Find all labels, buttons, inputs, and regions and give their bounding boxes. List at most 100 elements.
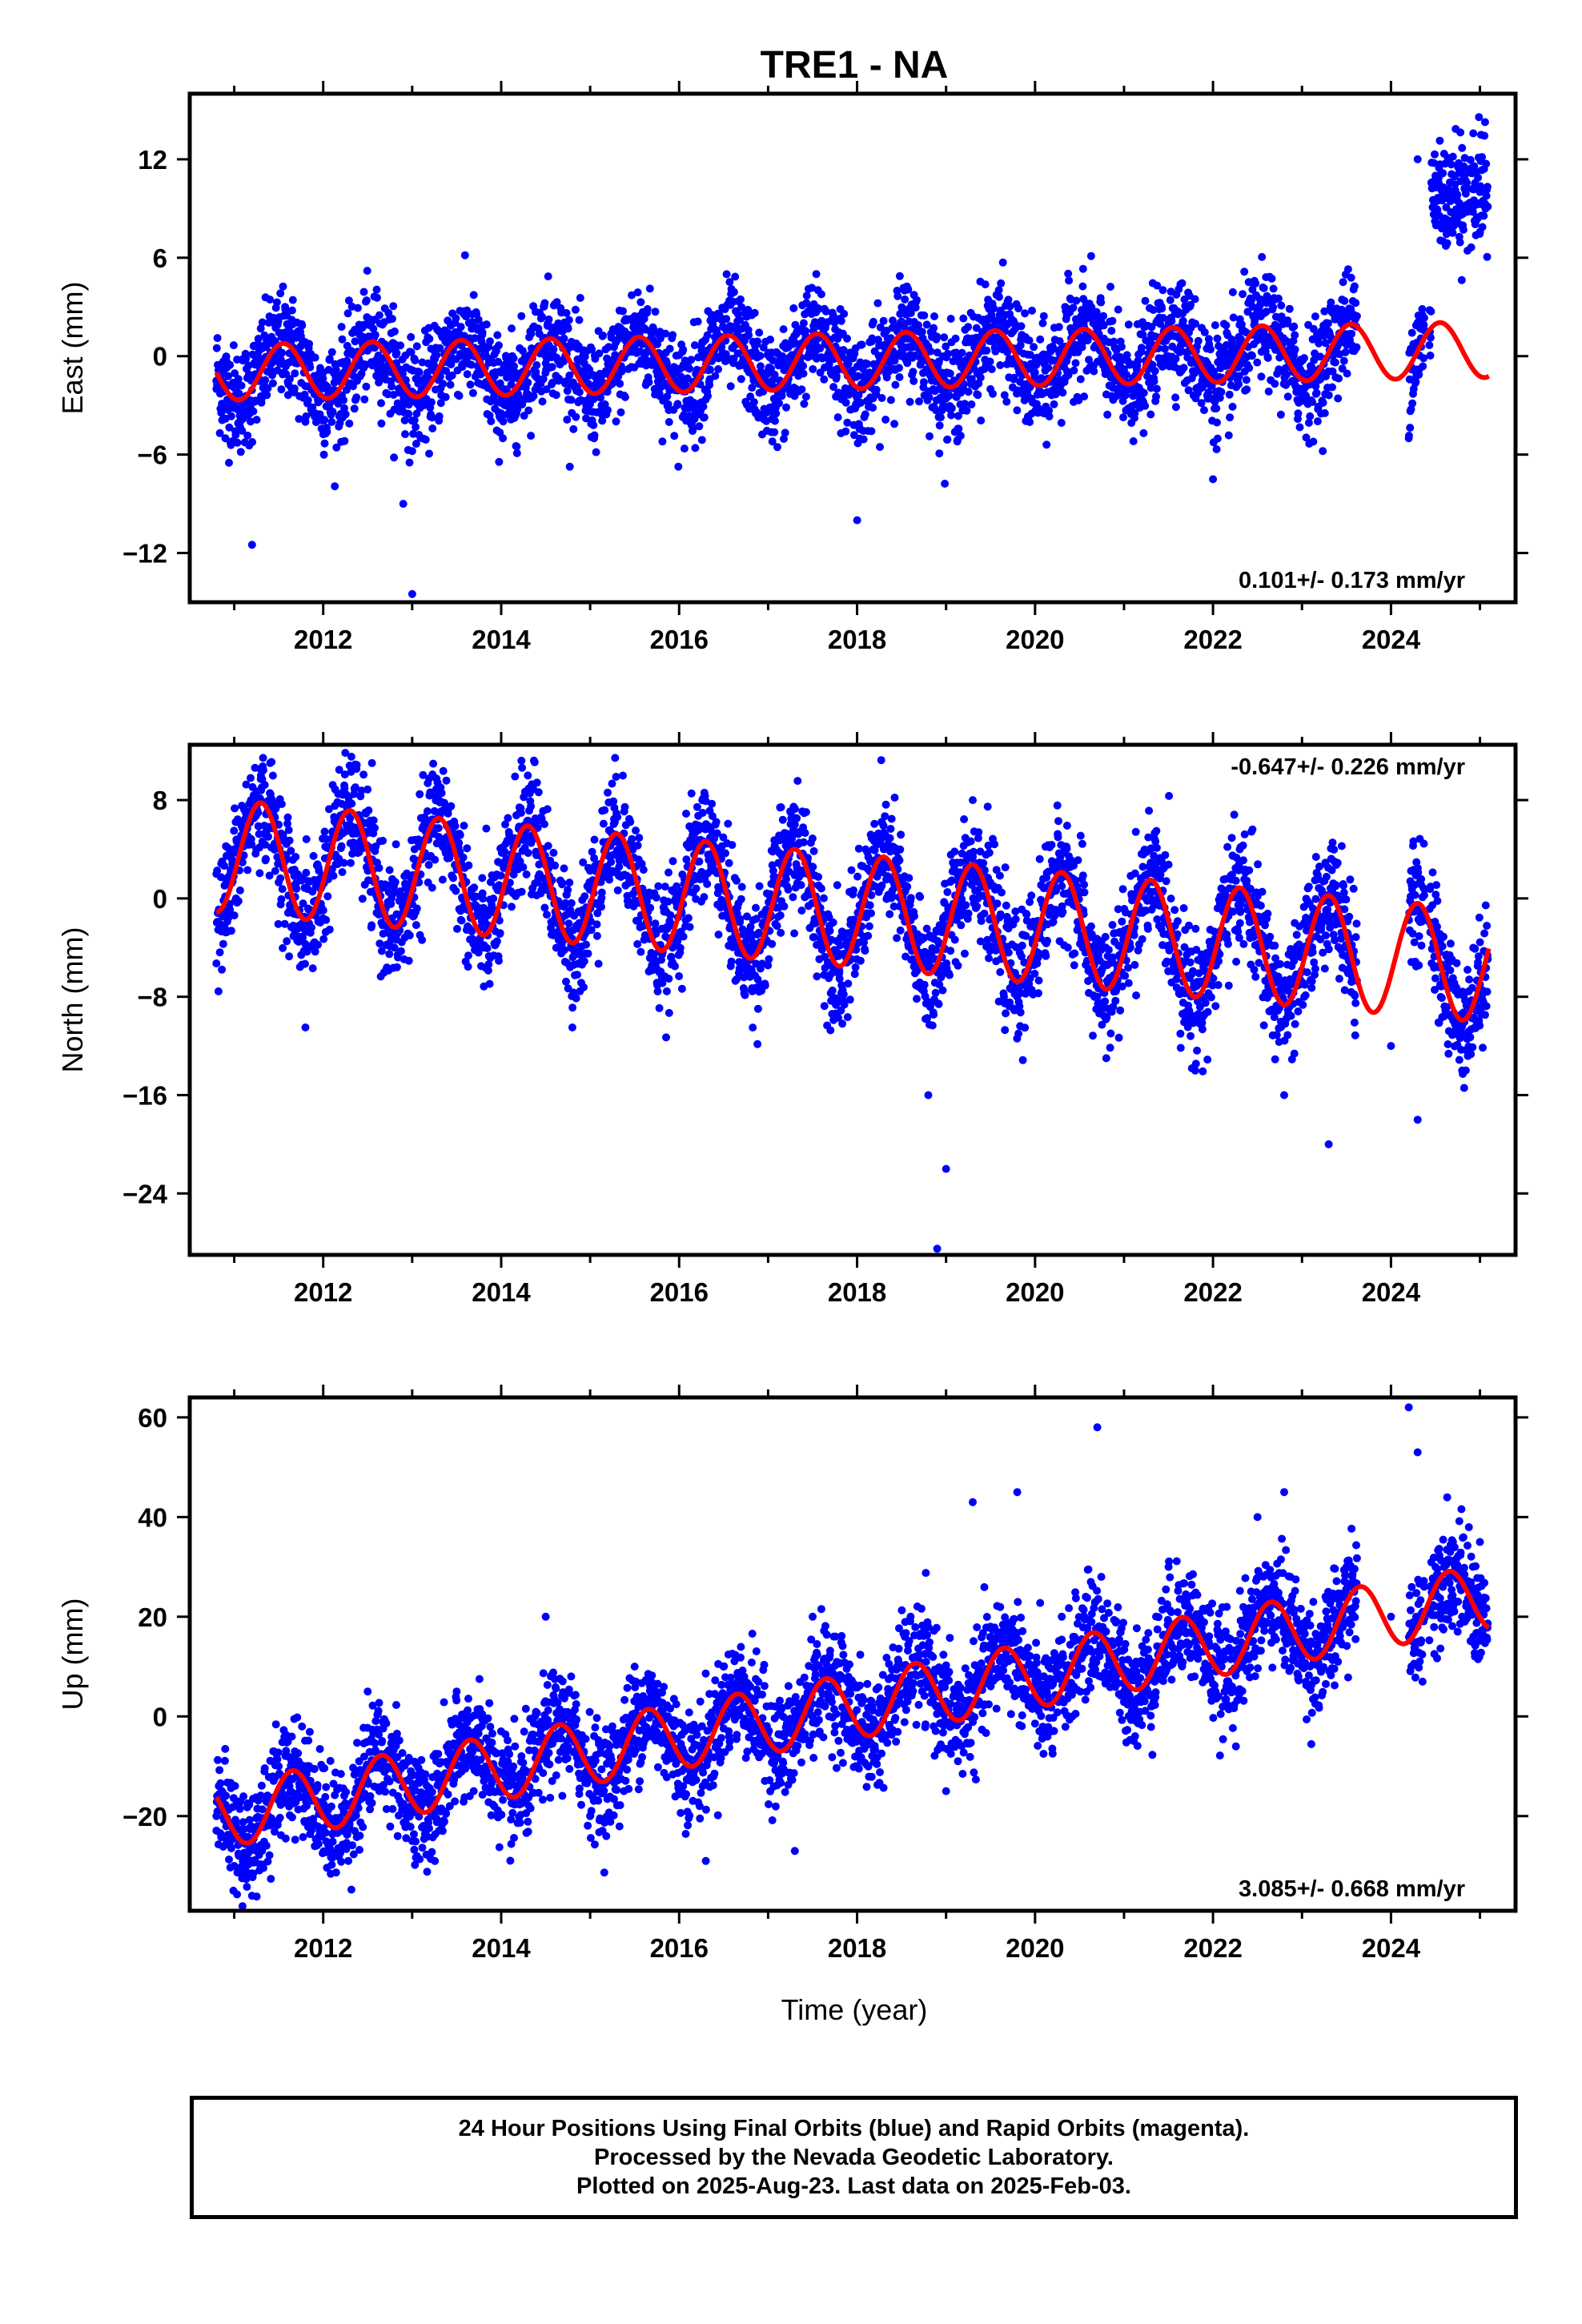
- data-point: [1480, 118, 1489, 127]
- data-point: [1178, 316, 1187, 325]
- data-point: [942, 342, 950, 351]
- data-point: [510, 362, 518, 371]
- data-point: [775, 399, 784, 408]
- data-point: [1087, 303, 1096, 312]
- data-point: [1309, 437, 1318, 446]
- data-point: [628, 291, 636, 300]
- data-point: [633, 288, 642, 297]
- data-point: [1156, 320, 1165, 328]
- data-point: [1164, 319, 1173, 328]
- data-point: [496, 929, 504, 938]
- data-point: [467, 360, 476, 369]
- data-point: [367, 921, 376, 930]
- data-point: [911, 304, 920, 312]
- data-point: [448, 371, 456, 380]
- data-point: [263, 728, 271, 736]
- data-point: [493, 331, 502, 340]
- data-point: [432, 351, 441, 360]
- data-point: [1343, 265, 1352, 274]
- data-point: [1038, 319, 1047, 328]
- data-point: [1030, 368, 1039, 377]
- data-point: [451, 822, 460, 830]
- data-point: [1158, 314, 1167, 322]
- data-point: [292, 884, 301, 893]
- data-point: [532, 361, 541, 369]
- data-point: [780, 435, 788, 443]
- data-point: [685, 364, 694, 373]
- data-point: [817, 290, 825, 299]
- data-point: [470, 883, 479, 892]
- data-point: [1294, 409, 1303, 418]
- data-point: [616, 380, 624, 388]
- data-point: [347, 799, 356, 808]
- data-point: [396, 341, 405, 350]
- data-point: [247, 840, 256, 849]
- data-point: [264, 832, 272, 841]
- data-point: [917, 328, 926, 336]
- data-point: [575, 388, 584, 396]
- data-point: [863, 360, 872, 368]
- data-point: [611, 754, 620, 762]
- data-point: [227, 412, 235, 420]
- data-point: [235, 886, 244, 895]
- data-point: [1152, 384, 1161, 393]
- data-point: [1406, 424, 1415, 432]
- data-point: [495, 457, 504, 466]
- data-point: [328, 408, 337, 416]
- data-point: [1264, 387, 1273, 396]
- data-point: [351, 337, 359, 346]
- data-point: [329, 871, 338, 880]
- data-point: [748, 384, 757, 392]
- data-point: [886, 396, 895, 404]
- data-point: [1152, 392, 1160, 401]
- chart-panels: 2012 2014 2016 2018 2020 2022 2024−12−60612Eas…: [56, 81, 1528, 1963]
- data-point: [1263, 354, 1272, 362]
- data-point: [1016, 377, 1025, 386]
- data-point: [247, 417, 255, 426]
- data-point: [496, 409, 505, 418]
- data-point: [230, 911, 239, 920]
- data-point: [1194, 336, 1203, 345]
- data-point: [626, 818, 635, 826]
- data-point: [914, 321, 923, 330]
- data-point: [799, 369, 808, 378]
- data-point: [226, 360, 235, 369]
- data-point: [779, 325, 788, 334]
- data-point: [1459, 225, 1468, 234]
- data-point: [841, 427, 850, 436]
- data-point: [283, 937, 291, 946]
- data-point: [729, 287, 738, 296]
- data-point: [518, 763, 527, 772]
- data-point: [801, 392, 810, 401]
- data-point: [919, 378, 928, 387]
- x-axis-label: Time (year): [781, 1993, 928, 2026]
- data-point: [308, 964, 317, 973]
- data-point: [1002, 397, 1011, 406]
- data-point: [1306, 412, 1315, 420]
- data-point: [1448, 152, 1457, 161]
- data-point: [1017, 322, 1026, 331]
- data-point: [879, 316, 888, 325]
- data-point: [1327, 298, 1335, 307]
- data-point: [306, 363, 315, 372]
- data-point: [499, 417, 508, 426]
- data-point: [323, 892, 332, 901]
- data-point: [243, 866, 252, 875]
- data-point: [390, 327, 399, 336]
- data-point: [482, 320, 491, 329]
- data-point: [580, 892, 589, 901]
- data-point: [464, 963, 472, 971]
- daily-positions: [212, 113, 1492, 491]
- data-point: [442, 367, 451, 376]
- data-point: [1483, 252, 1492, 261]
- data-point: [517, 756, 526, 765]
- data-point: [843, 418, 852, 427]
- data-point: [272, 298, 281, 307]
- data-point: [284, 826, 293, 834]
- data-point: [1065, 276, 1074, 285]
- data-point: [1269, 303, 1278, 312]
- data-point: [1343, 369, 1351, 378]
- data-point: [1045, 412, 1054, 420]
- data-point: [1039, 312, 1048, 320]
- data-point: [429, 759, 438, 768]
